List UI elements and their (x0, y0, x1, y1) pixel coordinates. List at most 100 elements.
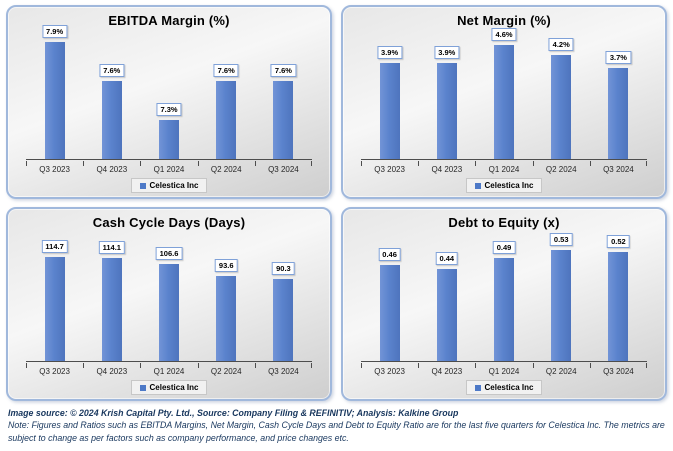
axis-tick (589, 362, 591, 368)
bar-cell: 90.3 (255, 234, 312, 361)
axis-tick (646, 160, 647, 166)
axis-tick (26, 362, 27, 368)
bar (159, 264, 179, 361)
data-label: 7.6% (213, 64, 239, 77)
bar-cell: 114.7 (26, 234, 83, 361)
axis-tick (311, 362, 312, 368)
data-label: 4.2% (548, 38, 574, 51)
x-axis-label: Q3 2024 (268, 367, 299, 376)
axis-tick (26, 160, 27, 166)
bar-cell: 0.52 (590, 234, 647, 361)
bar-cell: 7.3% (140, 32, 197, 159)
bar (436, 269, 457, 361)
axis-tick (532, 160, 534, 166)
bar (608, 68, 629, 159)
bar-cell: 7.9% (26, 25, 83, 159)
bar (551, 55, 572, 159)
legend-row: Celestica Inc (18, 380, 320, 395)
bar (379, 63, 400, 159)
bar-cell: 0.44 (418, 234, 475, 361)
legend-row: Celestica Inc (18, 178, 320, 193)
legend-label: Celestica Inc (149, 383, 199, 392)
axis-tick (475, 362, 477, 368)
legend-swatch-icon (474, 384, 481, 391)
plot-area-cash-cycle-days: 114.7 114.1 106.6 93.6 90.3 (26, 234, 312, 368)
x-axis-label: Q3 2023 (374, 367, 405, 376)
x-axis-label: Q1 2024 (488, 165, 520, 174)
bar-cell: 7.6% (198, 32, 255, 159)
data-label: 0.49 (492, 241, 516, 254)
axis-tick (140, 160, 142, 166)
bar (379, 265, 400, 361)
bar-cell: 114.1 (83, 234, 140, 361)
x-axis-label: Q3 2024 (603, 165, 634, 174)
bar (551, 250, 572, 361)
axis-tick (532, 362, 534, 368)
x-axis-label: Q3 2023 (39, 367, 70, 376)
x-axis-label: Q3 2023 (374, 165, 405, 174)
bar (101, 258, 122, 361)
x-axis-label: Q3 2024 (268, 165, 299, 174)
x-axis-labels: Q3 2023 Q4 2023 Q1 2024 Q2 2024 Q3 2024 (26, 165, 312, 174)
plot-area-debt-to-equity: 0.46 0.44 0.49 0.53 0.52 (361, 233, 647, 368)
bar (494, 45, 514, 159)
bar-cell: 106.6 (140, 234, 197, 361)
footer-source-line: Image source: © 2024 Krish Capital Pty. … (8, 408, 459, 418)
x-axis-label: Q1 2024 (153, 367, 185, 376)
axis-tick (140, 362, 142, 368)
data-label: 7.3% (156, 103, 182, 116)
x-axis-label: Q2 2024 (210, 165, 242, 174)
bar-cell: 3.7% (590, 32, 647, 159)
axis-tick (646, 362, 647, 368)
bar (216, 276, 237, 361)
bar (608, 252, 629, 361)
chart-panel-ebitda-margin: EBITDA Margin (%) 7.9% 7.6% 7.3% 7.6% 7.6% Q… (6, 5, 332, 199)
x-axis-label: Q3 2023 (39, 165, 70, 174)
x-axis-label: Q3 2024 (603, 367, 634, 376)
data-label: 3.7% (605, 51, 631, 64)
data-label: 4.6% (491, 28, 517, 41)
bar (44, 257, 65, 361)
bar-cell: 0.53 (533, 233, 590, 361)
bar-cell: 7.6% (83, 32, 140, 159)
data-label: 0.46 (378, 248, 401, 261)
footer: Image source: © 2024 Krish Capital Pty. … (6, 407, 667, 444)
x-axis-label: Q2 2024 (545, 165, 577, 174)
axis-tick (197, 160, 199, 166)
axis-tick (83, 160, 85, 166)
legend: Celestica Inc (465, 380, 543, 395)
legend: Celestica Inc (130, 380, 208, 395)
data-label: 0.52 (607, 235, 630, 248)
x-axis-label: Q4 2023 (96, 165, 128, 174)
legend-label: Celestica Inc (484, 383, 534, 392)
data-label: 0.44 (435, 252, 459, 265)
chart-grid: EBITDA Margin (%) 7.9% 7.6% 7.3% 7.6% 7.6% Q… (6, 5, 667, 401)
axis-tick (475, 160, 477, 166)
bar (159, 120, 179, 159)
axis-tick (254, 362, 256, 368)
chart-title-net-margin: Net Margin (%) (457, 13, 551, 28)
data-label: 7.6% (270, 64, 296, 77)
legend-label: Celestica Inc (484, 181, 534, 190)
bar-cell: 0.49 (475, 234, 532, 361)
footer-note-line: Note: Figures and Ratios such as EBITDA … (8, 420, 665, 443)
data-label: 7.9% (42, 25, 68, 38)
x-axis-label: Q4 2023 (96, 367, 128, 376)
bar-cell: 4.6% (475, 28, 532, 159)
bar (101, 81, 122, 159)
legend-row: Celestica Inc (353, 178, 655, 193)
axis-tick (418, 362, 420, 368)
x-axis-label: Q2 2024 (210, 367, 242, 376)
legend: Celestica Inc (465, 178, 543, 193)
chart-panel-net-margin: Net Margin (%) 3.9% 3.9% 4.6% 4.2% 3.7% Q3 2… (341, 5, 667, 199)
chart-panel-cash-cycle-days: Cash Cycle Days (Days) 114.7 114.1 106.6 93… (6, 207, 332, 401)
bar-cell: 93.6 (198, 234, 255, 361)
legend-swatch-icon (139, 384, 146, 391)
bar (436, 63, 457, 159)
x-axis-labels: Q3 2023 Q4 2023 Q1 2024 Q2 2024 Q3 2024 (361, 367, 647, 376)
legend-row: Celestica Inc (353, 380, 655, 395)
x-axis-labels: Q3 2023 Q4 2023 Q1 2024 Q2 2024 Q3 2024 (26, 367, 312, 376)
data-label: 0.53 (549, 233, 573, 246)
chart-title-debt-to-equity: Debt to Equity (x) (448, 215, 560, 230)
